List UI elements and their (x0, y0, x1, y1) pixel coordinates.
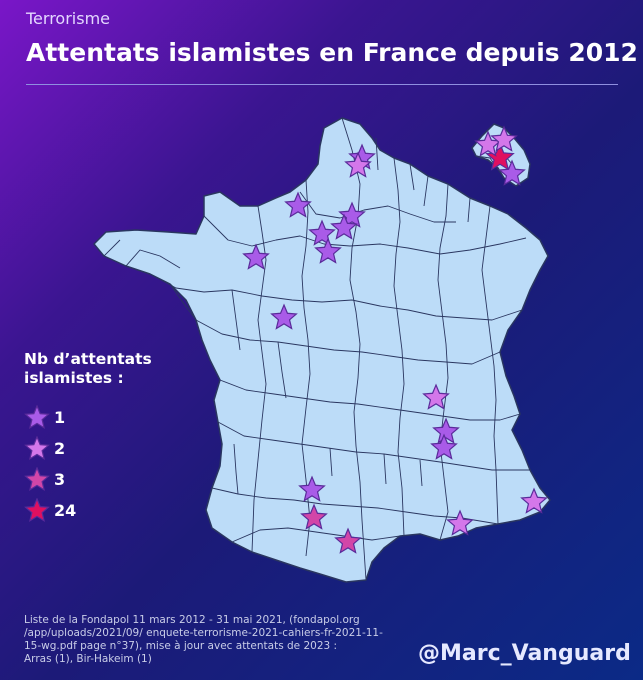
legend-title-line1: Nb d’attentats (24, 350, 152, 368)
attack-marker-carcassonne (334, 527, 362, 554)
legend-star-icon (24, 404, 50, 429)
attack-marker-montauban (298, 475, 326, 502)
attack-marker-paris (485, 142, 515, 171)
legend-title: Nb d’attentats islamistes : (24, 350, 152, 388)
legend-title-line2: islamistes : (24, 369, 124, 387)
attack-marker-le-mans (314, 237, 342, 264)
source-note: Liste de la Fondapol 11 mars 2012 - 31 m… (24, 614, 394, 666)
attack-marker-toulouse (300, 503, 328, 530)
attack-marker-valence (432, 417, 460, 444)
attack-marker-strasbourg (270, 303, 298, 330)
france-land (93, 117, 551, 583)
legend-item-label: 2 (54, 439, 66, 458)
department-borders (103, 117, 530, 581)
legend-item-1: 1 (24, 402, 76, 433)
mainland-outline (93, 117, 551, 583)
attack-markers (242, 125, 548, 554)
source-line: 15-wg.pdf page n°37), mise à jour avec a… (24, 640, 338, 652)
page-title: Attentats islamistes en France depuis 20… (26, 38, 638, 67)
source-line: Liste de la Fondapol 11 mars 2012 - 31 m… (24, 614, 360, 626)
attack-marker-nice (520, 487, 548, 514)
title-divider (26, 84, 618, 85)
attack-marker-lille (344, 151, 372, 178)
legend-star-icon (24, 497, 50, 522)
attack-marker-tours (242, 243, 270, 270)
legend-item-label: 24 (54, 501, 77, 520)
source-line: Arras (1), Bir-Hakeim (1) (24, 653, 152, 665)
legend-item-label: 1 (54, 408, 66, 427)
legend-star-icon (24, 466, 50, 491)
attack-marker-marseille (446, 509, 474, 536)
legend-item-24: 24 (24, 495, 76, 526)
author-handle: @Marc_Vanguard (418, 641, 631, 666)
source-line: /app/uploads/2021/09/ enquete-terrorisme… (24, 627, 383, 639)
attack-marker-romans (430, 433, 458, 460)
attack-marker-mulhouse (498, 159, 526, 186)
legend: 1 2 3 24 (24, 402, 76, 526)
legend-star-icon (24, 435, 50, 460)
attack-marker-metz (490, 125, 518, 152)
attack-marker-rouen (284, 191, 312, 218)
legend-item-label: 3 (54, 470, 66, 489)
attack-marker-rambouillet (330, 213, 358, 240)
legend-item-2: 2 (24, 433, 76, 464)
attack-marker-lyon (422, 383, 450, 410)
kicker: Terrorisme (26, 9, 110, 28)
legend-item-3: 3 (24, 464, 76, 495)
